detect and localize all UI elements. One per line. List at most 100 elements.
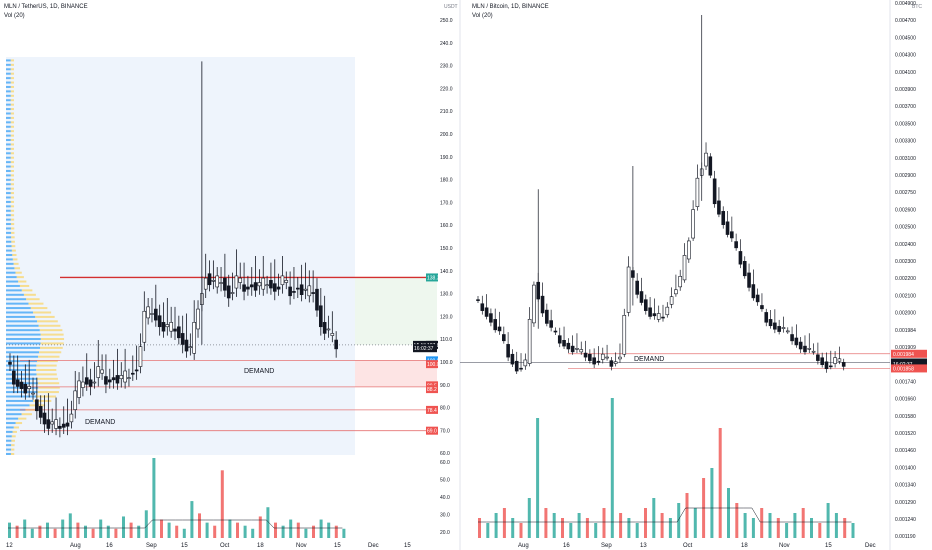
profile-bar-down <box>10 121 14 124</box>
right-left-tick: 70.0 <box>440 428 450 434</box>
profile-bar-up <box>6 351 40 354</box>
profile-bar-down <box>40 338 65 341</box>
profile-bar-up <box>6 116 11 119</box>
profile-bar-up <box>6 298 27 301</box>
profile-bar-up <box>6 178 11 181</box>
profile-bar-up <box>6 267 15 270</box>
candle-body <box>77 380 81 398</box>
left-volume-bar <box>205 522 209 538</box>
candle-body <box>656 313 661 320</box>
profile-bar-up <box>6 249 12 252</box>
right-volume-bar <box>644 508 647 538</box>
profile-bar-down <box>10 169 15 172</box>
profile-bar-down <box>11 249 16 252</box>
profile-bar-down <box>23 293 36 296</box>
right-volume-bar <box>619 513 623 538</box>
profile-bar-up <box>6 81 11 84</box>
candle-body <box>230 292 235 294</box>
right-right-tick: 0.002600 <box>895 207 916 213</box>
profile-bar-down <box>10 94 14 97</box>
right-right-tick: 0.001909 <box>895 345 916 351</box>
profile-bar-up <box>6 271 16 274</box>
profile-bar-up <box>6 315 36 318</box>
profile-bar-down <box>21 413 32 416</box>
candle-body <box>303 288 308 291</box>
candle-body <box>35 399 39 412</box>
profile-bar-down <box>36 368 57 371</box>
right-left-tick: 130.0 <box>440 292 453 298</box>
profile-bar-up <box>6 422 16 425</box>
profile-bar-up <box>6 209 11 212</box>
profile-bar-up <box>6 444 12 447</box>
profile-bar-up <box>6 183 11 186</box>
candle-body <box>652 313 657 317</box>
right-right-tick: 0.002200 <box>895 276 916 282</box>
profile-bar-down <box>38 355 60 358</box>
profile-bar-up <box>6 161 11 164</box>
profile-bar-down <box>10 108 14 111</box>
left-volume-bar <box>106 525 110 538</box>
candle-body <box>725 221 730 235</box>
left-price-tag-label: 138.3 <box>427 275 438 281</box>
candle-body <box>104 376 108 385</box>
right-left-tick: 210.0 <box>440 109 453 115</box>
candle-body <box>549 320 553 328</box>
profile-bar-down <box>11 448 15 451</box>
profile-bar-up <box>6 99 11 102</box>
profile-bar-down <box>11 240 15 243</box>
left-x-tick: Nov <box>296 543 307 549</box>
right-chart-svg[interactable]: USDT 250.0 240.0 230.0 220.0 210.0 200.0 190.0 1… <box>438 0 932 550</box>
profile-bar-up <box>6 355 39 358</box>
left-volume-bar <box>258 516 262 538</box>
left-price-tag <box>426 405 438 414</box>
right-volume-bar <box>494 513 498 538</box>
profile-bar-up <box>6 284 20 287</box>
profile-bar-up <box>6 289 22 292</box>
candle-body <box>165 324 170 328</box>
left-volume-bar <box>198 513 201 538</box>
profile-bar-down <box>10 72 14 75</box>
right-x-tick: Dec <box>865 543 876 549</box>
candle-body <box>134 369 139 372</box>
profile-bar-down <box>37 320 58 323</box>
profile-bar-up <box>6 147 11 150</box>
right-x-tick: Aug <box>518 543 529 549</box>
candle-body <box>123 370 127 383</box>
candle-body <box>764 312 769 323</box>
right-x-tick: 15 <box>825 543 832 549</box>
right-x-tick: 16 <box>563 543 570 549</box>
right-currency-left: USDT <box>444 4 458 10</box>
candle-body <box>280 275 285 286</box>
profile-bar-down <box>10 223 15 226</box>
candle-body <box>88 379 93 387</box>
left-volume-bar <box>182 528 186 538</box>
left-volume-bar <box>152 458 156 538</box>
candle-body <box>837 358 842 362</box>
candle-body <box>272 283 277 292</box>
candle-body <box>562 340 566 347</box>
candle-body <box>265 284 269 287</box>
right-volume-bar <box>843 518 847 538</box>
profile-bar-up <box>6 320 38 323</box>
candle-body <box>150 313 154 315</box>
profile-bar-up <box>6 245 12 248</box>
right-left-tick: 220.0 <box>440 86 453 92</box>
right-x-tick: Nov <box>779 543 790 549</box>
left-volume-bar <box>342 528 346 538</box>
candle-body <box>768 319 773 327</box>
candle-body <box>751 284 756 299</box>
right-price-tag <box>891 364 927 373</box>
candle-body <box>180 333 185 345</box>
left-chart-svg[interactable]: DEMANDDEMAND138.3MLNUSDT107.816:02:37100… <box>0 0 438 550</box>
profile-bar-up <box>6 143 11 146</box>
right-price-tag-label: 0.001984 <box>893 352 914 358</box>
right-chart-title: MLN / Bitcoin, 1D, BINANCE <box>472 4 549 10</box>
candle-body <box>211 280 216 282</box>
candle-body <box>704 152 708 167</box>
profile-bar-down <box>11 236 15 239</box>
profile-bar-down <box>28 302 44 305</box>
right-left-tick: 150.0 <box>440 246 453 252</box>
profile-bar-up <box>6 399 34 402</box>
left-volume-bar <box>61 519 65 538</box>
candle-body <box>742 261 747 277</box>
